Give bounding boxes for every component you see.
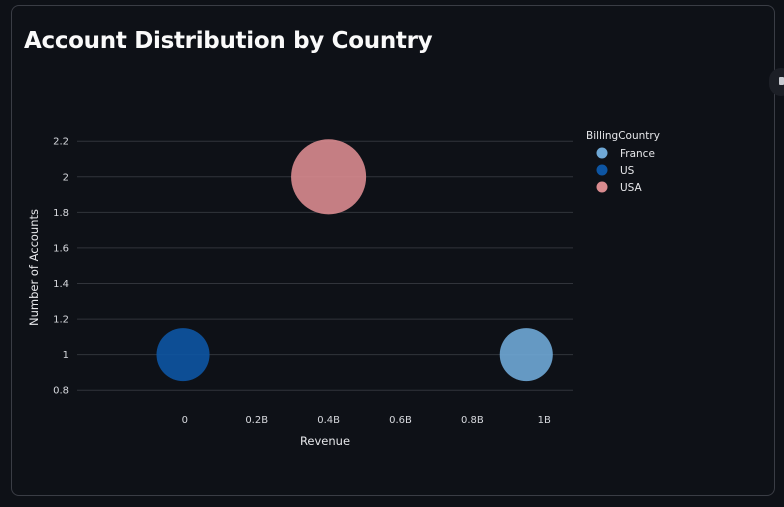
x-tick-label: 0.6B (389, 415, 412, 426)
data-point-us (156, 328, 210, 382)
legend-label-usa: USA (620, 182, 643, 194)
y-tick-label: 1.4 (53, 279, 69, 290)
x-tick-label: 0.2B (245, 415, 268, 426)
fullscreen-toggle-button[interactable] (769, 68, 784, 96)
x-tick-label: 0 (182, 415, 188, 426)
x-tick-label: 1B (538, 415, 551, 426)
y-tick-label: 1.8 (53, 208, 69, 219)
y-tick-label: 1.6 (53, 243, 69, 254)
y-tick-label: 1 (63, 350, 69, 361)
y-tick-label: 2.2 (53, 137, 69, 148)
x-tick-label: 0.4B (317, 415, 340, 426)
data-point-usa (291, 139, 367, 215)
chart-title: Account Distribution by Country (24, 28, 433, 54)
data-point-france (499, 328, 553, 382)
chart-card (11, 5, 775, 496)
legend-title: BillingCountry (586, 130, 660, 142)
legend-marker-france (596, 147, 608, 159)
x-tick-label: 0.8B (461, 415, 484, 426)
y-tick-label: 0.8 (53, 386, 69, 397)
legend-label-us: US (620, 165, 635, 177)
legend-marker-usa (596, 181, 608, 193)
x-axis-title: Revenue (300, 434, 350, 448)
expand-icon (779, 77, 784, 85)
y-tick-label: 1.2 (53, 315, 69, 326)
y-axis-title: Number of Accounts (27, 209, 41, 326)
y-tick-label: 2 (63, 172, 69, 183)
legend-marker-us (596, 164, 608, 176)
legend-label-france: France (620, 148, 655, 160)
